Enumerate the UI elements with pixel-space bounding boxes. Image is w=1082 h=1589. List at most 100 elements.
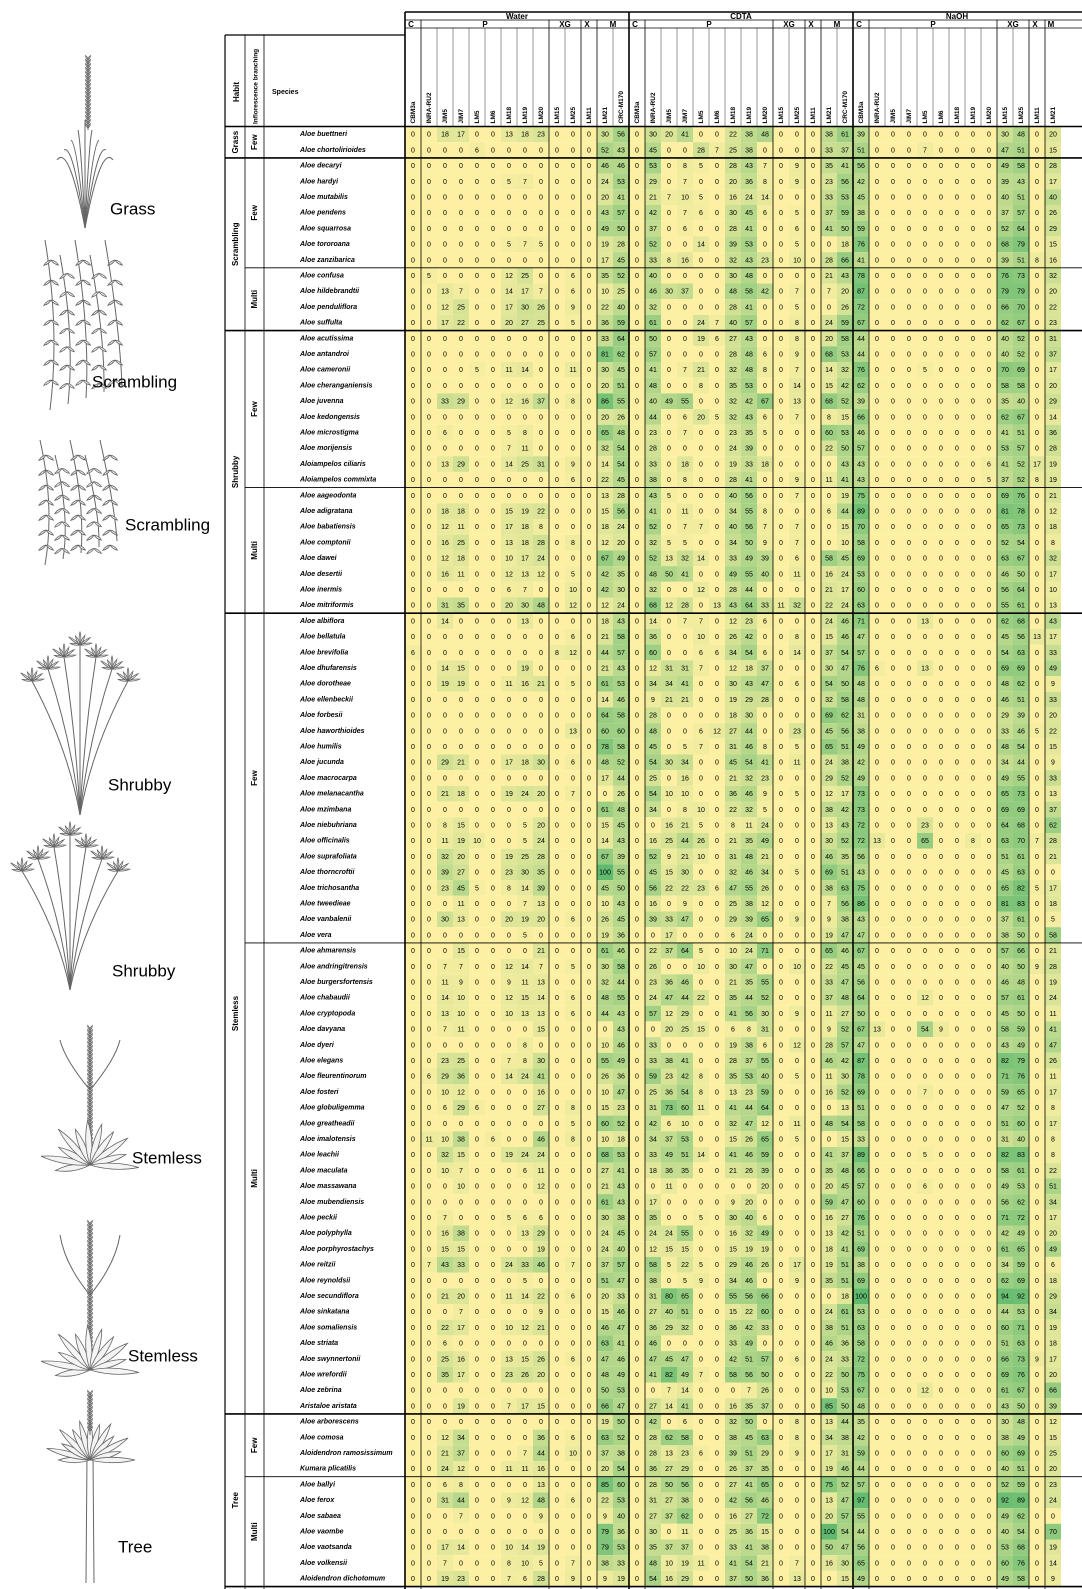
cell-value: 0 xyxy=(555,320,559,327)
cell-value: 0 xyxy=(699,289,703,296)
illustration-label: Shrubby xyxy=(108,775,172,794)
leaf xyxy=(76,360,83,365)
group-label: X xyxy=(1032,20,1038,29)
cell-value: 53 xyxy=(649,163,657,170)
leaf xyxy=(88,56,90,60)
cell-value: 0 xyxy=(763,242,767,249)
cell-value: 0 xyxy=(811,163,815,170)
cell-value: 0 xyxy=(459,210,463,217)
cell-value: 7 xyxy=(923,147,927,154)
cell-value: 38 xyxy=(857,210,865,217)
branching-label: Few xyxy=(250,204,259,220)
cell-value: 0 xyxy=(811,210,815,217)
cell-value: 0 xyxy=(667,147,671,154)
cell-value: 42 xyxy=(761,289,769,296)
cell-value: 0 xyxy=(411,289,415,296)
cell-value: 0 xyxy=(939,210,943,217)
cell-value: 48 xyxy=(761,132,769,139)
group-label: M xyxy=(1048,20,1055,29)
leaf xyxy=(94,482,101,487)
leaf xyxy=(103,530,110,535)
cell-value: 0 xyxy=(939,289,943,296)
cell-value: 0 xyxy=(571,163,575,170)
cell-value: 22 xyxy=(1049,304,1057,311)
cell-value: 43 xyxy=(1017,179,1025,186)
cell-value: 0 xyxy=(555,304,559,311)
leaf xyxy=(55,495,62,500)
leaf xyxy=(46,500,53,505)
antibody-label: LM19 xyxy=(746,107,753,124)
cell-value: 0 xyxy=(491,273,495,280)
cell-value: 0 xyxy=(891,210,895,217)
cell-value: 16 xyxy=(681,257,689,264)
cell-value: 59 xyxy=(841,320,849,327)
cell-value: 0 xyxy=(779,132,783,139)
cell-value: 0 xyxy=(1035,179,1039,186)
cell-value: 30 xyxy=(1001,132,1009,139)
cell-value: 0 xyxy=(475,304,479,311)
cell-value: 23 xyxy=(537,132,545,139)
cell-value: 66 xyxy=(841,257,849,264)
leaf xyxy=(55,522,62,527)
cell-value: 0 xyxy=(555,273,559,280)
cell-value: 0 xyxy=(811,304,815,311)
cell-value: 0 xyxy=(539,147,543,154)
cell-value: 66 xyxy=(1001,304,1009,311)
cell-value: 0 xyxy=(987,289,991,296)
leaf xyxy=(51,360,58,365)
cell-value: 0 xyxy=(971,132,975,139)
leaf xyxy=(39,515,46,520)
cell-value: 27 xyxy=(521,320,529,327)
cell-value: 0 xyxy=(987,273,991,280)
cell-value: 0 xyxy=(923,304,927,311)
cell-value: 0 xyxy=(459,163,463,170)
plant-stroke xyxy=(85,150,106,228)
plant-stroke xyxy=(90,1235,120,1295)
cell-value: 0 xyxy=(891,304,895,311)
cell-value: 5 xyxy=(699,194,703,201)
cell-value: 29 xyxy=(1049,226,1057,233)
cell-value: 43 xyxy=(745,163,753,170)
cell-value: 33 xyxy=(649,257,657,264)
cell-value: 51 xyxy=(1017,147,1025,154)
cell-value: 24 xyxy=(697,320,705,327)
cell-value: 30 xyxy=(601,132,609,139)
cell-value: 0 xyxy=(971,304,975,311)
cell-value: 0 xyxy=(459,257,463,264)
cell-value: 0 xyxy=(539,194,543,201)
cell-value: 0 xyxy=(891,226,895,233)
plant-stroke xyxy=(86,1455,94,1583)
leaf xyxy=(103,485,110,490)
cell-value: 0 xyxy=(907,273,911,280)
cell-value: 0 xyxy=(411,273,415,280)
cell-value: 35 xyxy=(825,163,833,170)
cell-value: 0 xyxy=(1035,273,1039,280)
cell-value: 7 xyxy=(763,163,767,170)
group-label: X xyxy=(584,20,590,29)
cell-value: 41 xyxy=(681,132,689,139)
cell-value: 50 xyxy=(617,226,625,233)
cell-value: 0 xyxy=(907,304,911,311)
cell-value: 0 xyxy=(955,226,959,233)
cell-value: 0 xyxy=(555,242,559,249)
leaf xyxy=(92,292,99,297)
cell-value: 45 xyxy=(649,147,657,154)
leaf xyxy=(94,548,101,553)
cell-value: 30 xyxy=(665,289,673,296)
cell-value: 0 xyxy=(443,179,447,186)
cell-value: 0 xyxy=(587,320,591,327)
cell-value: 53 xyxy=(745,242,753,249)
cell-value: 0 xyxy=(891,163,895,170)
leaf xyxy=(99,292,106,297)
cell-value: 0 xyxy=(667,242,671,249)
leaf xyxy=(99,310,106,315)
cell-value: 0 xyxy=(1035,289,1039,296)
cell-value: 0 xyxy=(475,257,479,264)
cell-value: 0 xyxy=(555,289,559,296)
cell-value: 0 xyxy=(475,210,479,217)
cell-value: 0 xyxy=(875,194,879,201)
leaf xyxy=(46,455,53,460)
cell-value: 0 xyxy=(971,179,975,186)
leaf xyxy=(110,485,117,490)
cell-value: 0 xyxy=(523,194,527,201)
